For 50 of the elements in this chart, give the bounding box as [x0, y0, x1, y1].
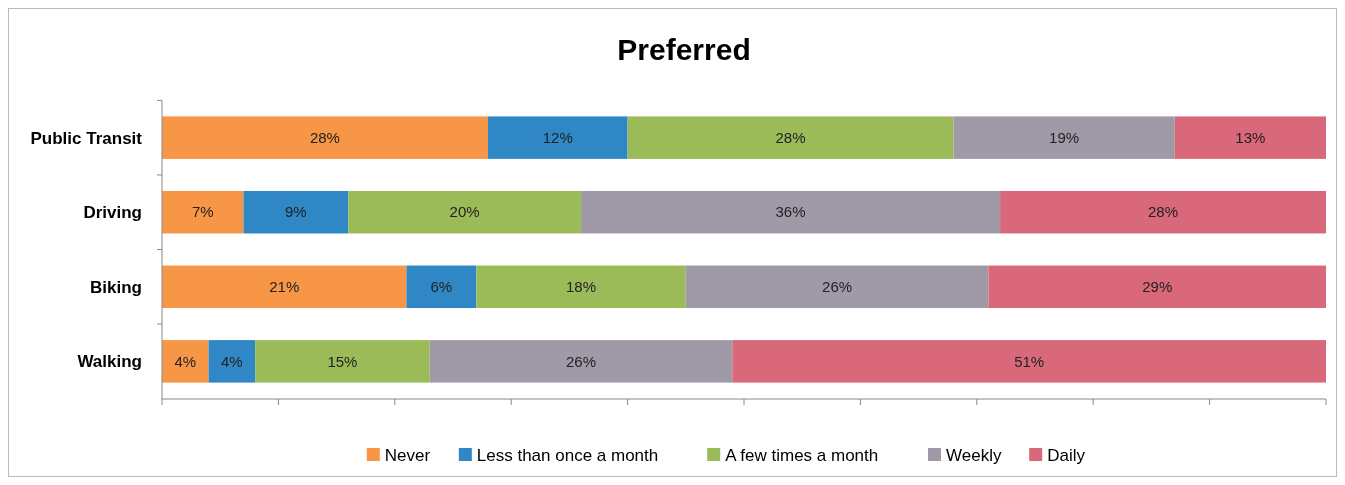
bar	[988, 265, 1326, 309]
y-tick-label: Driving	[83, 203, 142, 223]
data-label: 7%	[191, 203, 214, 221]
data-label: 28%	[309, 128, 340, 146]
data-label: 26%	[822, 278, 853, 296]
data-label: 4%	[221, 352, 243, 370]
data-label: 26%	[566, 352, 597, 370]
bar	[685, 265, 989, 309]
bar	[406, 265, 477, 309]
legend-label: Less than once a month	[476, 445, 659, 465]
bar	[1174, 116, 1326, 159]
data-label: 51%	[1014, 352, 1045, 370]
bar	[162, 340, 209, 383]
data-label: 4%	[174, 352, 197, 370]
data-label: 28%	[775, 128, 806, 146]
bar	[487, 116, 628, 159]
bar	[429, 340, 733, 383]
data-label: 19%	[1049, 128, 1080, 146]
bar	[162, 116, 488, 159]
data-label: 29%	[1142, 278, 1173, 296]
legend-label: Daily	[1047, 445, 1086, 465]
bar	[243, 190, 349, 234]
bar	[581, 190, 1001, 234]
bar	[1000, 190, 1326, 234]
data-label: 12%	[542, 128, 573, 146]
data-label: 15%	[327, 352, 358, 370]
data-label: 18%	[566, 278, 597, 296]
bar	[208, 340, 256, 383]
legend-label: Never	[384, 445, 431, 465]
data-label: 28%	[1148, 203, 1179, 221]
y-tick-label: Biking	[90, 277, 142, 297]
data-label: 21%	[269, 278, 300, 296]
bar	[476, 265, 686, 309]
data-label: 13%	[1235, 128, 1266, 146]
data-label: 6%	[430, 278, 453, 296]
data-label: 20%	[449, 203, 480, 221]
y-tick-label: Public Transit	[30, 128, 143, 148]
data-label: 9%	[285, 203, 307, 221]
y-tick-label: Walking	[77, 352, 142, 372]
legend-label: Weekly	[946, 445, 1002, 465]
bar	[627, 116, 954, 159]
chart-title: Preferred	[617, 33, 751, 66]
bar	[732, 340, 1326, 383]
bar	[953, 116, 1175, 159]
bar	[162, 265, 407, 309]
legend-label: A few times a month	[725, 445, 879, 465]
bar	[348, 190, 582, 234]
bar	[162, 190, 244, 234]
data-label: 36%	[775, 203, 806, 221]
bar	[255, 340, 430, 383]
